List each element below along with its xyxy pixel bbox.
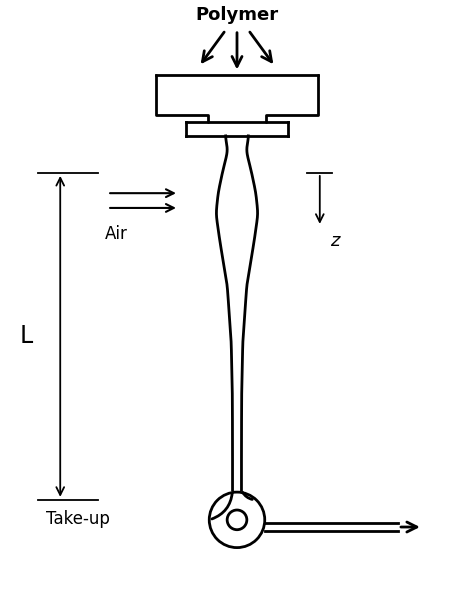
Text: Polymer: Polymer bbox=[195, 7, 279, 24]
Text: z: z bbox=[329, 232, 339, 250]
Text: L: L bbox=[19, 324, 32, 348]
Text: Take-up: Take-up bbox=[46, 510, 110, 527]
Text: Air: Air bbox=[105, 225, 128, 243]
